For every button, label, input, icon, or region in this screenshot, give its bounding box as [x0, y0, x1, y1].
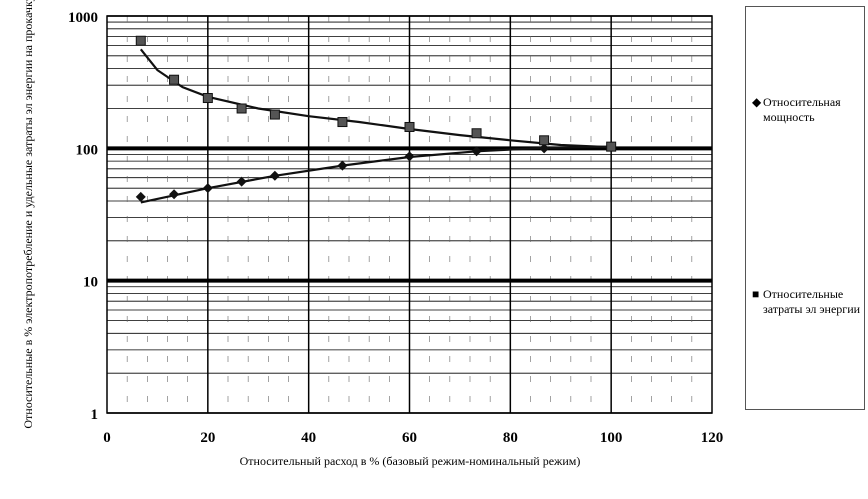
data-point-square: [202, 93, 213, 104]
legend-label-power: Относительная мощность: [763, 95, 841, 124]
data-point-diamond: [404, 151, 415, 162]
data-point-square: [606, 141, 617, 152]
data-point-diamond: [135, 191, 146, 202]
y-tick-label: 1: [91, 407, 99, 423]
legend-item-power: ◆ Относительная мощность: [752, 95, 861, 125]
data-point-square: [471, 128, 482, 139]
data-point-square: [135, 35, 146, 46]
y-tick-label: 100: [76, 142, 99, 158]
y-axis-title: Относительные в % электропотребление и у…: [21, 0, 35, 429]
trendline-0: [140, 145, 612, 204]
axes: [106, 15, 713, 414]
data-point-square: [269, 109, 280, 120]
plot-frame: [106, 15, 713, 414]
trendlines: [139, 48, 612, 204]
legend-label-cost: Относительные затраты эл энергии: [763, 287, 861, 316]
data-point-diamond: [471, 146, 482, 157]
data-point-diamond: [539, 143, 550, 154]
legend-item-cost: ■ Относительные затраты эл энергии: [752, 287, 861, 317]
x-tick-label: 60: [402, 430, 417, 446]
y-tick-label: 10: [83, 275, 98, 291]
y-tick-label: 1000: [68, 10, 98, 26]
data-point-diamond: [202, 183, 213, 194]
x-axis-title: Относительный расход в % (базовый режим-…: [240, 454, 581, 468]
data-point-diamond: [236, 176, 247, 187]
legend: ◆ Относительная мощность ■ Относительные з…: [745, 6, 865, 410]
data-point-square: [404, 121, 415, 132]
data-point-square: [539, 135, 550, 146]
data-point-square: [236, 103, 247, 114]
data-point-square: [169, 74, 180, 85]
diamond-icon: ◆: [752, 95, 762, 109]
x-tick-label: 80: [503, 430, 518, 446]
x-tick-label: 20: [200, 430, 215, 446]
data-point-diamond: [269, 170, 280, 181]
x-tick-label: 100: [600, 430, 623, 446]
x-tick-label: 0: [103, 430, 111, 446]
grid: [107, 15, 712, 414]
x-tick-label: 120: [701, 430, 724, 446]
data-point-diamond: [169, 189, 180, 200]
x-tick-label: 40: [301, 430, 316, 446]
data-point-diamond: [337, 160, 348, 171]
square-icon: ■: [752, 287, 760, 301]
data-marks: [135, 35, 617, 202]
data-point-square: [337, 117, 348, 128]
